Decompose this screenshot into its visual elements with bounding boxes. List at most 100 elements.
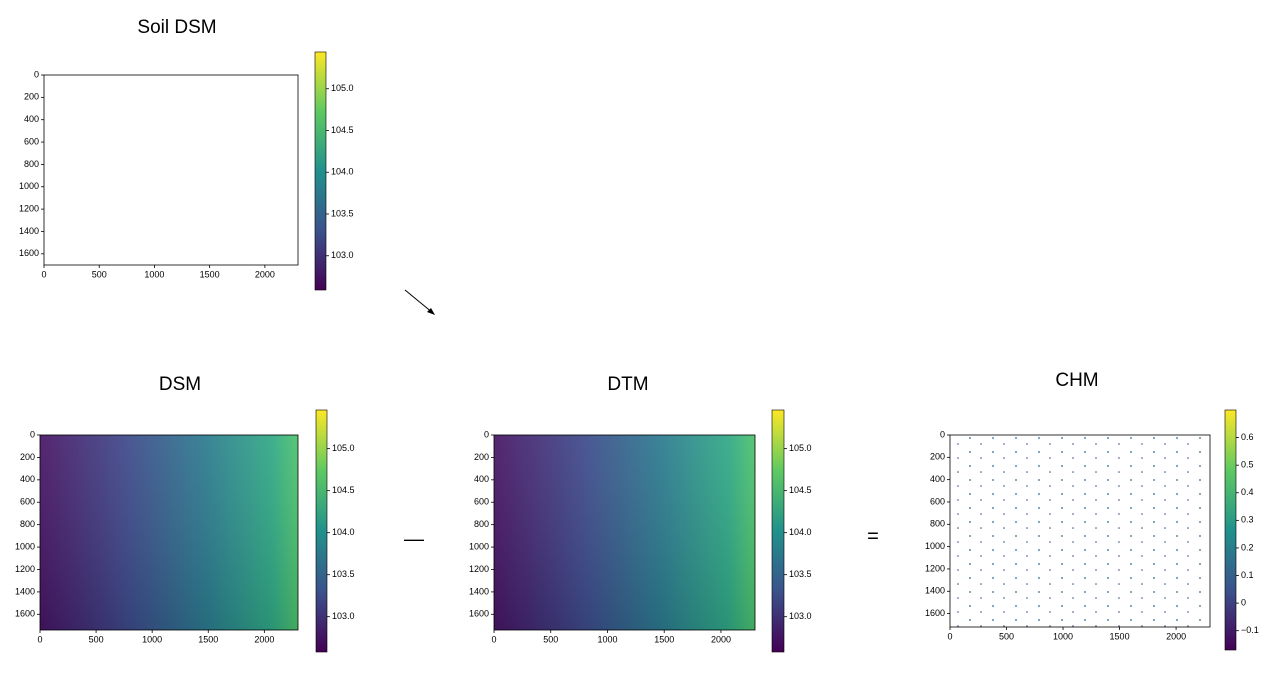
heatmap-shade (40, 435, 298, 630)
y-tick-label: 0 (484, 429, 489, 439)
y-tick-label: 200 (24, 92, 39, 102)
y-tick-label: 0 (30, 429, 35, 439)
colorbar-tick-label: 103.5 (331, 208, 354, 218)
x-tick-label: 1000 (142, 634, 162, 644)
y-tick-label: 600 (474, 497, 489, 507)
axes-frame (493, 434, 756, 631)
axes-frame (949, 434, 1211, 628)
panel-title: CHM (1055, 370, 1098, 391)
y-tick-label: 400 (474, 474, 489, 484)
y-tick-label: 1000 (15, 541, 35, 551)
colorbar-tick-label: 105.0 (331, 83, 354, 93)
y-tick-label: 1200 (469, 564, 489, 574)
colorbar-tick-label: 0.1 (1241, 570, 1254, 580)
panel: DSM 0 500 1000 1500 2000 0 200 400 600 800 1000 1200… (15, 374, 355, 653)
x-tick-label: 1500 (198, 634, 218, 644)
colorbar-tick-label: 104.0 (332, 527, 355, 537)
colorbar-tick-label: 103.0 (331, 250, 354, 260)
colorbar-tick-label: 104.5 (789, 485, 812, 495)
heatmap-image (950, 435, 1210, 627)
y-tick-label: 600 (24, 136, 39, 146)
y-tick-label: 1400 (19, 226, 39, 236)
equals-operator: = (867, 525, 879, 547)
x-tick-label: 1500 (1110, 631, 1130, 641)
y-tick-label: 200 (20, 452, 35, 462)
x-tick-label: 2000 (1166, 631, 1186, 641)
panel: CHM 0 500 1000 1500 2000 0 200 400 600 800 1000 1200… (925, 370, 1259, 651)
x-tick-label: 1500 (654, 634, 674, 644)
y-tick-label: 1400 (925, 586, 945, 596)
x-tick-label: 2000 (711, 634, 731, 644)
colorbar (315, 409, 328, 653)
colorbar-tick-label: −0.1 (1241, 625, 1259, 635)
x-tick-label: 0 (491, 634, 496, 644)
colorbar-tick-label: 104.5 (332, 485, 355, 495)
colorbar-tick-label: 0.5 (1241, 460, 1254, 470)
colorbar-tick-label: 0.3 (1241, 515, 1254, 525)
colorbar-tick-label: 104.5 (331, 125, 354, 135)
colorbar-tick-label: 105.0 (332, 443, 355, 453)
panel-title: DSM (159, 374, 201, 395)
x-tick-label: 500 (89, 634, 104, 644)
x-tick-label: 0 (41, 269, 46, 279)
y-tick-label: 1200 (19, 203, 39, 213)
y-tick-label: 1000 (469, 541, 489, 551)
colorbar-tick-label: 0 (1241, 597, 1246, 607)
x-tick-label: 1000 (597, 634, 617, 644)
arrow (404, 289, 434, 314)
y-tick-label: 800 (24, 159, 39, 169)
colorbar-tick-label: 0.4 (1241, 487, 1254, 497)
x-tick-label: 0 (947, 631, 952, 641)
y-tick-label: 1000 (19, 181, 39, 191)
y-tick-label: 800 (20, 519, 35, 529)
colorbar-tick-label: 103.5 (332, 569, 355, 579)
colorbar-tick-label: 0.6 (1241, 432, 1254, 442)
colorbar-tick-label: 105.0 (789, 443, 812, 453)
axes-frame (43, 74, 299, 266)
heatmap-shade (494, 435, 755, 630)
y-tick-label: 800 (930, 519, 945, 529)
y-tick-label: 800 (474, 519, 489, 529)
y-tick-label: 1200 (925, 563, 945, 573)
colorbar (314, 51, 327, 291)
minus-operator: — (404, 528, 424, 550)
y-tick-label: 1000 (925, 541, 945, 551)
panel-title: Soil DSM (137, 17, 216, 38)
x-tick-label: 1500 (200, 269, 220, 279)
y-tick-label: 400 (20, 474, 35, 484)
x-tick-label: 2000 (255, 269, 275, 279)
y-tick-label: 0 (940, 429, 945, 439)
x-tick-label: 500 (543, 634, 558, 644)
x-tick-label: 0 (37, 634, 42, 644)
arrow-head (427, 308, 435, 315)
y-tick-label: 1600 (19, 248, 39, 258)
heatmap-image (44, 75, 298, 265)
panel-title: DTM (607, 374, 648, 395)
y-tick-label: 1600 (15, 609, 35, 619)
axes-frame (39, 434, 299, 631)
x-tick-label: 500 (92, 269, 107, 279)
y-tick-label: 1200 (15, 564, 35, 574)
x-tick-label: 1000 (144, 269, 164, 279)
colorbar (1224, 409, 1237, 651)
colorbar-tick-label: 104.0 (331, 167, 354, 177)
colorbar-tick-label: 103.5 (789, 569, 812, 579)
x-tick-label: 2000 (254, 634, 274, 644)
y-tick-label: 200 (474, 452, 489, 462)
y-tick-label: 400 (24, 114, 39, 124)
y-tick-label: 600 (20, 497, 35, 507)
colorbar-tick-label: 103.0 (332, 611, 355, 621)
y-tick-label: 1600 (925, 608, 945, 618)
y-tick-label: 600 (930, 496, 945, 506)
y-tick-label: 1600 (469, 609, 489, 619)
colorbar-tick-label: 103.0 (789, 611, 812, 621)
colorbar (771, 409, 785, 653)
colorbar-tick-label: 104.0 (789, 527, 812, 537)
y-tick-label: 1400 (15, 586, 35, 596)
colorbar-tick-label: 0.2 (1241, 542, 1254, 552)
x-tick-label: 1000 (1053, 631, 1073, 641)
y-tick-label: 0 (34, 69, 39, 79)
y-tick-label: 400 (930, 474, 945, 484)
y-tick-label: 200 (930, 452, 945, 462)
